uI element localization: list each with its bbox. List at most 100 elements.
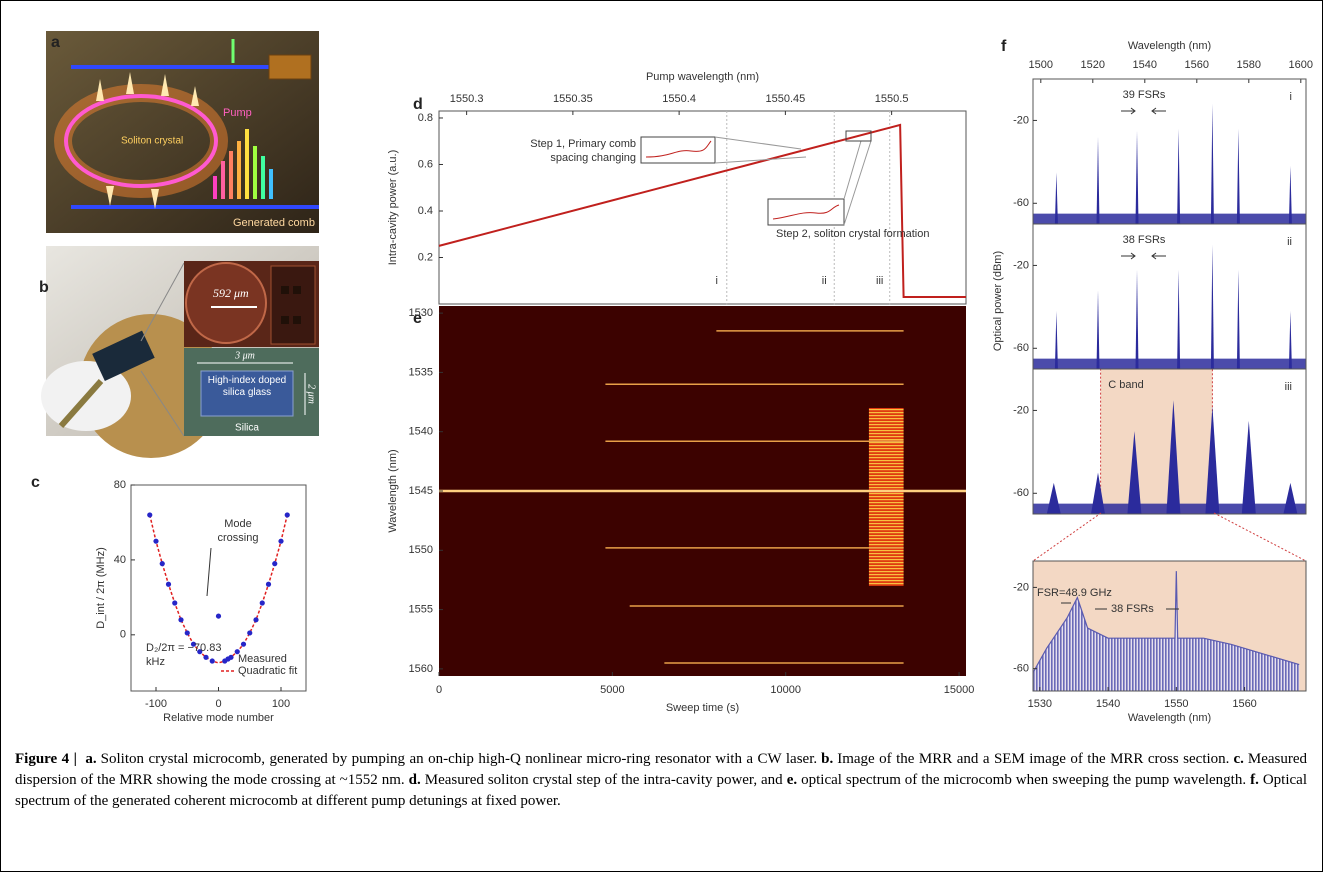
- data-point: [172, 600, 178, 606]
- y-tick-label: -60: [1013, 197, 1029, 209]
- y-tick-label: -20: [1013, 581, 1029, 593]
- x-tick-label: 15000: [944, 684, 975, 696]
- comb-line: [1177, 269, 1181, 369]
- annotation: Mode crossing: [217, 518, 259, 544]
- data-point: [147, 512, 153, 518]
- plot-frame: [1032, 560, 1307, 692]
- panel-label: b: [39, 279, 49, 296]
- comb-line: [1210, 103, 1214, 224]
- data-point: [197, 649, 203, 655]
- stage-label: i: [716, 275, 718, 287]
- x-tick-label: 1580: [1237, 59, 1261, 71]
- panel-label: d: [413, 96, 423, 113]
- annotation: 38 FSRs: [1123, 234, 1166, 246]
- x-tick-label: 1550.3: [450, 93, 484, 105]
- x-tick-label: 0: [215, 698, 221, 710]
- stage-label: ii: [822, 275, 827, 287]
- noise-floor: [1033, 213, 1306, 224]
- band-shade: [1100, 368, 1213, 515]
- comb-line: [1236, 128, 1240, 224]
- y-tick-label: -20: [1013, 259, 1029, 271]
- comb-line: [1096, 290, 1100, 369]
- caption: Figure 4 | a. Soliton crystal microcomb, …: [15, 749, 1307, 812]
- core-label: High-index doped silica glass: [207, 375, 287, 398]
- y-tick-label: 0: [120, 629, 126, 641]
- panel-label: e: [413, 310, 422, 327]
- data-point: [259, 600, 265, 606]
- annotation: Step 1, Primary comb spacing changing: [530, 138, 636, 164]
- comb-line: [1283, 482, 1298, 514]
- panel-a-image: [46, 31, 319, 233]
- data-point: [159, 561, 165, 567]
- data-point: [165, 581, 172, 587]
- x-axis-label: Relative mode number: [163, 712, 274, 724]
- cladding-label: Silica: [235, 423, 259, 434]
- comb-line: [1177, 128, 1181, 224]
- data-point: [253, 617, 259, 623]
- plot-frame: [1032, 368, 1307, 515]
- caption-text: Soliton crystal microcomb, generated by …: [100, 751, 818, 767]
- zoom-source: [845, 130, 872, 142]
- y-tick-label: -60: [1013, 342, 1029, 354]
- x-tick-label: 5000: [600, 684, 624, 696]
- caption-label: a.: [85, 751, 97, 767]
- zoom-curve: [645, 140, 712, 158]
- annotation: 39 FSRs: [1123, 89, 1166, 101]
- x-tick-label: 1550.5: [875, 93, 909, 105]
- x-tick-label: 1540: [1133, 59, 1157, 71]
- comb-line: [1288, 311, 1292, 369]
- panel-label: c: [31, 474, 40, 491]
- plot-frame: [1032, 223, 1307, 370]
- y-tick-label: 1560: [409, 663, 433, 675]
- comb-line: [1288, 166, 1292, 224]
- x-tick-label: 1550: [1164, 698, 1188, 710]
- caption-text: Measured soliton crystal step of the int…: [424, 772, 783, 788]
- panel-name: iii: [1285, 381, 1292, 393]
- figure-number: Figure 4 |: [15, 751, 77, 767]
- fsr-arrows: [1121, 252, 1166, 260]
- comb-line: [1241, 420, 1256, 514]
- y-axis-label: Intra-cavity power (a.u.): [387, 150, 399, 266]
- y-tick-label: 0.6: [418, 158, 433, 170]
- y-tick-label: 0.2: [418, 251, 433, 263]
- power-line: [438, 123, 966, 299]
- y-axis-label: Wavelength (nm): [387, 449, 399, 532]
- zoom-curve: [772, 204, 840, 220]
- legend-marker: [225, 656, 231, 662]
- crystal-region: [868, 407, 904, 586]
- plot-frame: [1032, 78, 1307, 225]
- data-point: [234, 649, 240, 655]
- x-tick-label: 1550.35: [553, 93, 593, 105]
- caption-text: Optical spectrum of the generated cohere…: [15, 772, 1307, 809]
- comb-line: [1046, 482, 1061, 514]
- annotation-arrow: [206, 547, 212, 597]
- y-tick-label: 80: [114, 479, 126, 491]
- x-tick-label: 1600: [1289, 59, 1313, 71]
- data-point: [265, 581, 272, 587]
- comb-line: [1205, 406, 1220, 514]
- data-point: [178, 617, 184, 623]
- data-point: [153, 538, 159, 544]
- data-point: [247, 630, 253, 636]
- x-tick-label: 1550.45: [765, 93, 805, 105]
- comb-line: [1166, 400, 1181, 514]
- y-tick-label: -20: [1013, 114, 1029, 126]
- comb-line: [1127, 431, 1142, 514]
- data-point: [215, 613, 222, 619]
- x-tick-label: 1500: [1029, 59, 1053, 71]
- data-point: [278, 538, 284, 544]
- data-point: [272, 561, 278, 567]
- y-axis-label: Optical power (dBm): [992, 251, 1004, 351]
- y-tick-label: 1530: [409, 307, 433, 319]
- comb-line: [1054, 172, 1058, 224]
- figure: a Soliton crystal Pump Generated comb b …: [31, 31, 1313, 724]
- x-tick-label: 1560: [1185, 59, 1209, 71]
- y-axis-label: D_int / 2π (MHz): [95, 547, 107, 629]
- y-tick-label: -60: [1013, 663, 1029, 675]
- y-tick-label: 1555: [409, 603, 433, 615]
- x-tick-label: 100: [272, 698, 290, 710]
- legend-label: Measured: [238, 653, 287, 665]
- stage-label: iii: [876, 275, 883, 287]
- data-point: [184, 630, 190, 636]
- comb-line: [1236, 269, 1240, 369]
